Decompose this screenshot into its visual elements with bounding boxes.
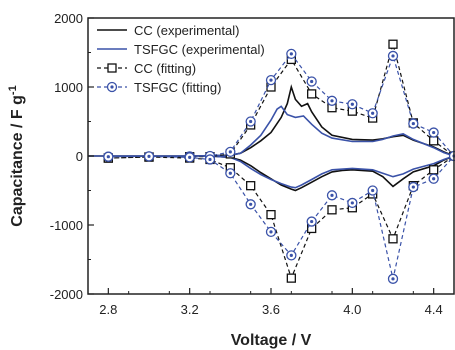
data-point-center — [432, 130, 436, 135]
data-point — [388, 234, 398, 244]
legend-entry: TSFGC (experimental) — [97, 42, 265, 57]
series-layer — [88, 39, 455, 284]
data-point-center — [310, 79, 314, 84]
legend-marker — [107, 63, 117, 73]
legend-label: CC (fitting) — [134, 61, 196, 76]
series-tsfgc-experimental — [88, 105, 455, 189]
data-point-center — [391, 277, 395, 281]
data-point-center — [371, 188, 375, 193]
y-tick-label: -1000 — [50, 218, 83, 233]
data-point-center — [188, 155, 192, 159]
y-tick-label: 0 — [76, 149, 83, 164]
data-point-center — [350, 201, 354, 205]
x-tick-label: 4.0 — [343, 302, 361, 317]
legend-marker-center — [110, 85, 114, 89]
data-point — [327, 205, 337, 215]
data-point — [429, 136, 439, 146]
tick-layer: 2.8 3.2 3.6 4.0 4.4 -2000 -1000 0 1000 2000 — [50, 11, 455, 317]
data-point — [388, 39, 398, 49]
y-axis-title-main: Capacitance / F g — [9, 95, 26, 227]
data-point-center — [289, 253, 293, 257]
data-point-center — [269, 78, 273, 82]
data-point-center — [432, 177, 436, 181]
data-point-center — [330, 99, 334, 103]
data-point-center — [310, 219, 314, 224]
data-point-center — [411, 121, 415, 126]
data-point-center — [330, 193, 334, 197]
data-point-center — [228, 150, 232, 154]
series-line — [88, 105, 455, 189]
x-tick-label: 2.8 — [99, 302, 117, 317]
legend-entry: TSFGC (fitting) — [97, 80, 221, 95]
data-point-center — [350, 102, 354, 106]
data-point-center — [411, 185, 415, 189]
series-cc-fitting — [103, 39, 455, 283]
data-point-center — [147, 154, 151, 158]
legend-entry: CC (experimental) — [97, 23, 239, 38]
x-tick-label: 3.2 — [181, 302, 199, 317]
data-point — [307, 89, 317, 99]
y-tick-label: -2000 — [50, 287, 83, 302]
data-point-center — [289, 52, 293, 56]
legend: CC (experimental) TSFGC (experimental) CC … — [97, 23, 265, 95]
data-point-center — [228, 171, 232, 175]
legend-label: TSFGC (experimental) — [134, 42, 265, 57]
data-point-center — [371, 111, 375, 115]
data-point — [246, 181, 256, 191]
data-point-center — [269, 230, 273, 234]
data-point-center — [208, 157, 212, 162]
y-tick-label: 2000 — [54, 11, 83, 26]
x-tick-label: 3.6 — [262, 302, 280, 317]
x-tick-label: 4.4 — [425, 302, 443, 317]
data-point-center — [106, 155, 110, 159]
data-point-center — [249, 119, 253, 124]
y-axis-title-sup: -1 — [7, 85, 19, 95]
y-tick-label: 1000 — [54, 80, 83, 95]
data-point-center — [391, 54, 395, 58]
legend-label: CC (experimental) — [134, 23, 239, 38]
y-axis-title: Capacitance / F g-1 — [7, 85, 26, 226]
data-point-center — [249, 202, 253, 206]
x-axis-title: Voltage / V — [231, 332, 312, 349]
legend-label: TSFGC (fitting) — [134, 80, 221, 95]
legend-entry: CC (fitting) — [97, 61, 196, 76]
data-point — [266, 209, 276, 220]
data-point — [429, 165, 439, 175]
data-point — [286, 273, 296, 283]
